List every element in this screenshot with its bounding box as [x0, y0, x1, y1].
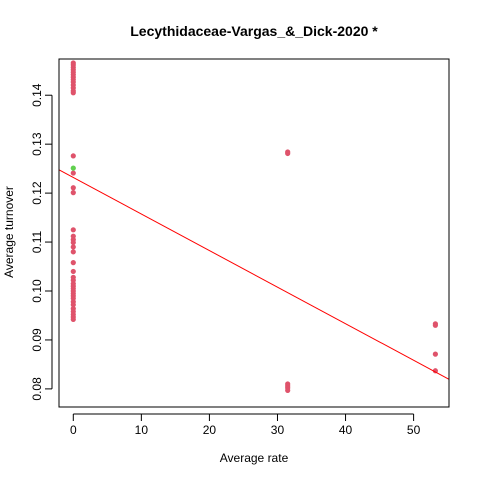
x-tick-label: 50	[407, 423, 421, 437]
data-point	[70, 227, 76, 233]
axes: 0 10 20 30 40 50 0.08 0.09 0.10 0.11 0.12 0.13 0.14	[30, 83, 421, 437]
y-tick-label: 0.14	[30, 83, 44, 107]
data-point	[70, 302, 76, 308]
data-point	[70, 268, 76, 275]
y-tick-label: 0.12	[30, 181, 44, 205]
y-tick-label: 0.08	[30, 377, 44, 401]
data-point	[70, 244, 76, 250]
data-point	[70, 170, 76, 176]
y-tick-label: 0.11	[30, 230, 44, 253]
data-point	[70, 165, 76, 171]
data-point	[70, 153, 76, 159]
y-axis-label: Average turnover	[2, 186, 16, 278]
x-tick-label: 10	[135, 423, 149, 437]
data-point	[432, 368, 438, 374]
y-tick-label: 0.09	[30, 328, 44, 352]
data-point	[70, 190, 76, 196]
data-point	[70, 90, 76, 96]
data-point	[432, 322, 438, 328]
data-point	[432, 351, 438, 357]
y-tick-label: 0.13	[30, 132, 44, 156]
data-point	[70, 260, 76, 266]
y-tick-label: 0.10	[30, 279, 44, 303]
data-point	[70, 249, 76, 255]
trend-line	[58, 169, 450, 380]
x-tick-label: 40	[339, 423, 353, 437]
data-point	[70, 239, 76, 246]
x-axis-label: Average rate	[220, 451, 289, 465]
x-tick-label: 20	[203, 423, 217, 437]
data-point	[285, 150, 291, 157]
x-tick-label: 30	[271, 423, 285, 437]
chart-title: Lecythidaceae-Vargas_&_Dick-2020 *	[130, 23, 378, 39]
data-points	[70, 60, 438, 393]
x-tick-label: 0	[70, 423, 77, 437]
plot-frame	[58, 58, 450, 408]
trend-line-group	[58, 169, 450, 380]
data-point	[70, 316, 76, 322]
data-point	[70, 185, 76, 191]
data-point	[285, 387, 291, 393]
